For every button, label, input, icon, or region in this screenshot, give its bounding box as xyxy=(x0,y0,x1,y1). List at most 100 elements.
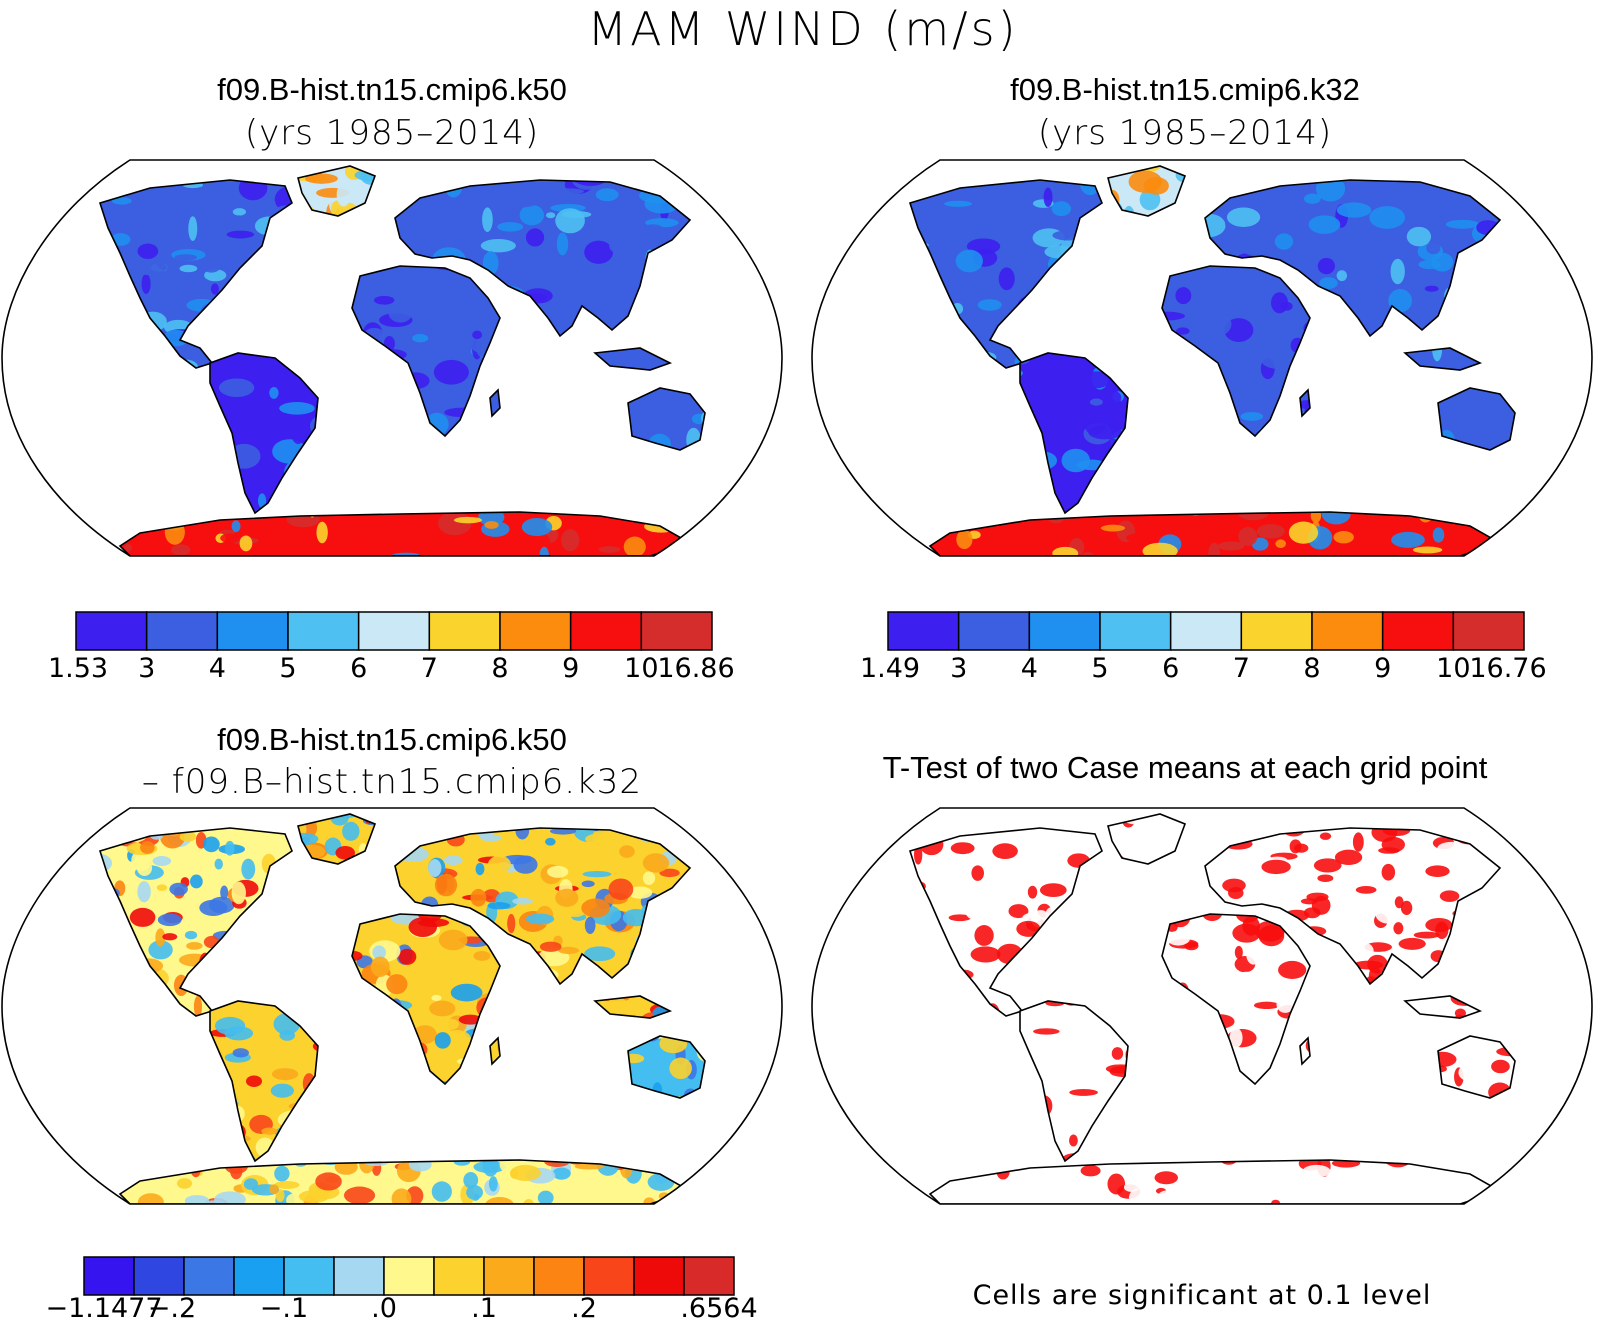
field-blotch xyxy=(769,220,780,241)
field-blotch xyxy=(747,191,768,216)
field-blotch xyxy=(723,520,747,526)
field-blotch xyxy=(841,523,856,544)
field-blotch xyxy=(28,498,40,510)
field-blotch xyxy=(671,549,683,558)
field-blotch xyxy=(388,303,413,323)
panel-k50-subtitle: (yrs 1985–2014) xyxy=(244,113,540,153)
field-blotch xyxy=(22,539,57,562)
field-blotch xyxy=(721,537,746,561)
field-blotch xyxy=(1535,546,1552,553)
field-blotch xyxy=(830,500,846,510)
field-blotch xyxy=(241,237,260,254)
field-blotch xyxy=(747,526,765,547)
field-blotch xyxy=(977,299,1002,311)
field-blotch xyxy=(736,486,759,493)
field-blotch xyxy=(722,497,738,510)
field-blotch xyxy=(750,501,781,518)
field-blotch xyxy=(1557,539,1573,545)
field-blotch xyxy=(34,548,58,567)
field-blotch xyxy=(1581,458,1590,478)
field-blotch xyxy=(747,193,758,201)
field-blotch xyxy=(20,181,28,199)
field-blotch xyxy=(847,203,874,220)
field-blotch xyxy=(27,229,41,249)
field-blotch xyxy=(51,534,67,551)
field-blotch xyxy=(1515,516,1542,533)
field-blotch xyxy=(2,482,34,501)
field-blotch xyxy=(22,243,34,254)
field-blotch xyxy=(0,165,12,175)
field-blotch xyxy=(0,274,11,299)
field-blotch xyxy=(4,260,24,270)
field-blotch xyxy=(729,485,757,505)
field-blotch xyxy=(292,427,305,444)
field-blotch xyxy=(72,542,94,561)
field-blotch xyxy=(762,208,787,232)
field-blotch xyxy=(609,238,630,254)
field-blotch xyxy=(38,191,58,203)
field-blotch xyxy=(768,219,786,237)
field-blotch xyxy=(17,544,32,558)
field-blotch xyxy=(727,505,754,514)
field-blotch xyxy=(215,198,232,206)
field-blotch xyxy=(757,231,789,255)
field-blotch xyxy=(1082,371,1111,389)
field-blotch xyxy=(756,185,774,194)
coastline xyxy=(394,179,692,338)
field-blotch xyxy=(44,542,57,548)
field-blotch xyxy=(87,163,109,177)
field-blotch xyxy=(810,192,827,198)
field-blotch xyxy=(689,535,714,544)
field-blotch xyxy=(734,165,757,190)
field-blotch xyxy=(2,482,10,501)
field-blotch xyxy=(998,267,1015,291)
field-blotch xyxy=(131,260,167,276)
field-blotch xyxy=(598,546,621,553)
field-blotch xyxy=(757,441,791,462)
field-blotch xyxy=(766,253,785,270)
field-blotch xyxy=(0,180,12,199)
field-blotch xyxy=(721,515,740,525)
field-blotch xyxy=(27,469,38,481)
field-blotch xyxy=(765,473,778,498)
field-blotch xyxy=(807,220,829,235)
coastline xyxy=(1107,165,1187,217)
field-blotch xyxy=(1579,276,1588,285)
field-blotch xyxy=(0,223,25,230)
field-blotch xyxy=(13,157,44,169)
field-blotch xyxy=(22,182,37,200)
field-blotch xyxy=(706,534,734,548)
field-blotch xyxy=(816,480,837,498)
field-blotch xyxy=(15,199,34,225)
field-blotch xyxy=(1543,168,1552,187)
field-blotch xyxy=(15,175,34,197)
field-blotch xyxy=(685,544,704,558)
field-blotch xyxy=(584,240,613,264)
field-blotch xyxy=(1501,159,1529,170)
field-blotch xyxy=(743,497,755,508)
field-blotch xyxy=(690,172,708,180)
panel-k32-title: f09.B-hist.tn15.cmip6.k32 xyxy=(1010,72,1360,107)
field-blotch xyxy=(55,173,85,185)
field-blotch xyxy=(764,527,798,542)
field-blotch xyxy=(40,206,53,220)
field-blotch xyxy=(0,166,16,175)
field-blotch xyxy=(586,201,618,214)
field-blotch xyxy=(766,440,797,453)
field-blotch xyxy=(821,164,846,172)
field-blotch xyxy=(682,163,698,176)
field-blotch xyxy=(742,204,767,227)
field-blotch xyxy=(27,224,52,234)
field-blotch xyxy=(24,226,42,240)
field-blotch xyxy=(849,515,885,530)
field-blotch xyxy=(1518,173,1528,195)
field-blotch xyxy=(703,517,733,529)
field-blotch xyxy=(720,157,752,182)
field-blotch xyxy=(1576,166,1601,189)
field-blotch xyxy=(755,156,777,175)
field-blotch xyxy=(1538,524,1547,541)
field-blotch xyxy=(690,531,725,554)
field-blotch xyxy=(44,503,63,520)
field-blotch xyxy=(840,505,875,522)
field-blotch xyxy=(738,545,760,559)
